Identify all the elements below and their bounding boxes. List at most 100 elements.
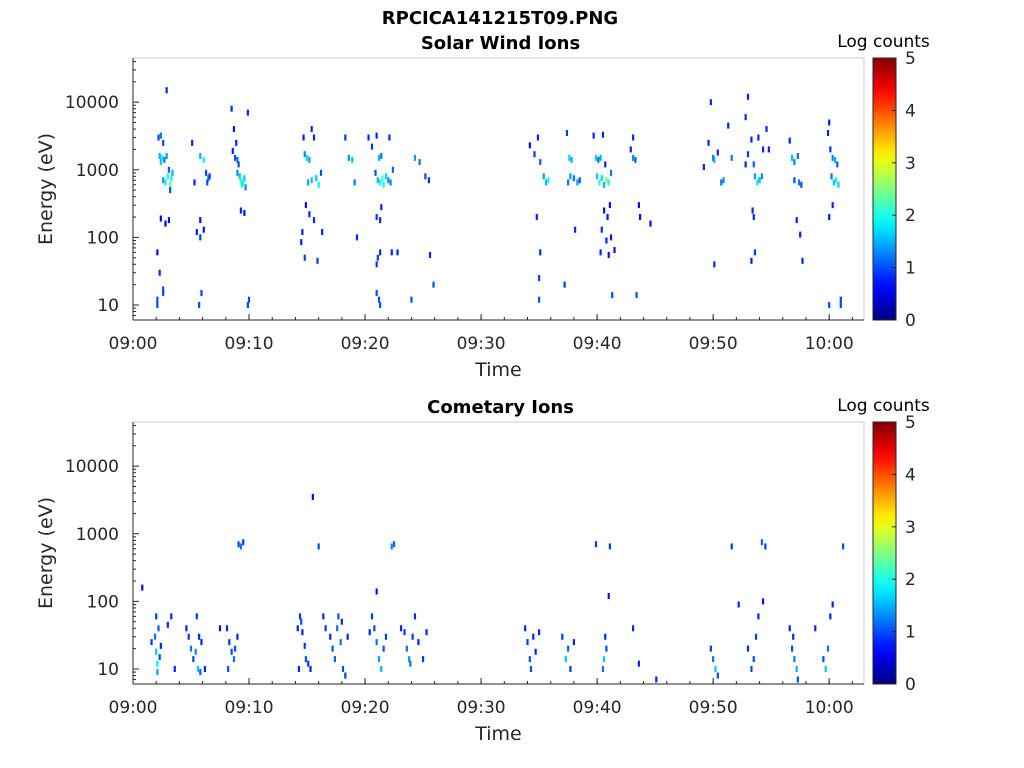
spectrogram-cell bbox=[196, 666, 200, 673]
x-tick-label: 09:40 bbox=[573, 334, 622, 354]
spectrogram-cell bbox=[824, 666, 827, 673]
spectrogram-cell bbox=[826, 129, 830, 136]
spectrogram-cell bbox=[413, 154, 417, 161]
spectrogram-cell bbox=[373, 625, 376, 632]
spectrogram-cell bbox=[611, 292, 614, 299]
spectrogram-cell bbox=[380, 152, 383, 159]
spectrogram-cell bbox=[225, 625, 229, 632]
spectrogram-cell bbox=[761, 146, 765, 153]
colorbar-tick-label: 5 bbox=[905, 413, 916, 433]
spectrogram-cell bbox=[374, 169, 377, 176]
spectrogram-cell bbox=[561, 633, 564, 640]
spectrogram-cell bbox=[382, 645, 385, 652]
colorbar bbox=[872, 57, 897, 321]
spectrogram-cell bbox=[730, 154, 733, 161]
panel-title: Solar Wind Ions bbox=[421, 33, 580, 54]
spectrogram-cell bbox=[544, 179, 548, 186]
spectrogram-cell bbox=[391, 166, 395, 173]
spectrogram-cell bbox=[601, 666, 605, 673]
spectrogram-cell bbox=[310, 126, 313, 133]
spectrogram-cell bbox=[353, 179, 356, 186]
spectrogram-cell bbox=[303, 151, 306, 158]
spectrogram-cell bbox=[830, 173, 833, 180]
x-tick-label: 09:10 bbox=[225, 334, 274, 354]
spectrogram-cell bbox=[756, 179, 759, 186]
spectrogram-cell bbox=[567, 179, 570, 186]
spectrogram-cell bbox=[376, 177, 379, 184]
spectrogram-cell bbox=[797, 179, 801, 186]
spectrogram-cell bbox=[304, 656, 307, 663]
spectrogram-cell bbox=[631, 625, 635, 632]
spectrogram-cell bbox=[199, 217, 202, 224]
spectrogram-cell bbox=[227, 666, 230, 673]
y-tick-label: 10000 bbox=[65, 93, 119, 113]
spectrogram-cell bbox=[339, 639, 342, 646]
spectrogram-cell bbox=[171, 169, 174, 176]
spectrogram-cell bbox=[187, 633, 190, 640]
x-tick-label: 09:30 bbox=[457, 698, 506, 718]
spectrogram-cell bbox=[421, 656, 425, 663]
spectrogram-cell bbox=[234, 645, 237, 652]
spectrogram-cell bbox=[542, 173, 545, 180]
spectrogram-cell bbox=[788, 625, 791, 632]
spectrogram-cell bbox=[239, 207, 243, 214]
spectrogram-cell bbox=[635, 292, 638, 299]
spectrogram-cell bbox=[605, 237, 608, 244]
spectrogram-cell bbox=[600, 226, 603, 233]
spectrogram-cell bbox=[156, 669, 159, 676]
spectrogram-cell bbox=[169, 181, 172, 188]
spectrogram-cell bbox=[528, 142, 531, 149]
spectrogram-cell bbox=[163, 156, 166, 163]
spectrogram-cell bbox=[601, 131, 605, 138]
spectrogram-cell bbox=[800, 181, 803, 188]
spectrogram-cell bbox=[814, 625, 817, 632]
spectrogram-cell bbox=[153, 633, 157, 640]
spectrogram-cell bbox=[239, 543, 243, 550]
spectrogram-cell bbox=[535, 214, 538, 221]
x-tick-label: 10:00 bbox=[805, 698, 854, 718]
colorbar bbox=[872, 421, 897, 685]
spectrogram-cell bbox=[833, 156, 837, 163]
spectrogram-cell bbox=[377, 154, 381, 161]
spectrogram-cell bbox=[716, 149, 719, 156]
spectrogram-cell bbox=[829, 613, 832, 620]
spectrogram-cell bbox=[629, 146, 632, 153]
spectrogram-cell bbox=[578, 177, 581, 184]
spectrogram-cell bbox=[167, 166, 171, 173]
spectrogram-cell bbox=[351, 156, 354, 163]
spectrogram-cell bbox=[576, 179, 579, 186]
plot-area bbox=[133, 422, 864, 684]
spectrogram-cell bbox=[162, 177, 165, 184]
spectrogram-cell bbox=[156, 660, 159, 667]
spectrogram-cell bbox=[329, 633, 332, 640]
spectrogram-cell bbox=[230, 105, 233, 112]
spectrogram-cell bbox=[162, 286, 165, 293]
spectrogram-cell bbox=[375, 261, 378, 268]
spectrogram-cell bbox=[788, 137, 791, 144]
spectrogram-cell bbox=[169, 187, 172, 194]
spectrogram-cell bbox=[310, 177, 313, 184]
spectrogram-cell bbox=[232, 126, 236, 133]
spectrogram-cell bbox=[157, 134, 160, 141]
spectrogram-cell bbox=[713, 261, 716, 268]
spectrogram-cell bbox=[413, 613, 417, 620]
spectrogram-cell bbox=[752, 161, 755, 168]
y-tick-label: 1000 bbox=[76, 161, 119, 181]
spectrogram-cell bbox=[155, 613, 158, 620]
spectrogram-cell bbox=[831, 601, 834, 608]
spectrogram-cell bbox=[538, 275, 541, 282]
spectrogram-cell bbox=[312, 217, 316, 224]
spectrogram-cell bbox=[156, 302, 159, 309]
spectrogram-cell bbox=[760, 539, 763, 546]
spectrogram-cell bbox=[408, 656, 411, 663]
spectrogram-cell bbox=[567, 645, 570, 652]
figure-title: RPCICA141215T09.PNG bbox=[382, 8, 618, 29]
spectrogram-cell bbox=[396, 249, 399, 256]
spectrogram-cell bbox=[311, 493, 314, 500]
spectrogram-cell bbox=[202, 156, 205, 163]
spectrogram-cell bbox=[634, 156, 637, 163]
spectrogram-cell bbox=[432, 281, 435, 288]
spectrogram-cell bbox=[379, 179, 382, 186]
spectrogram-cell bbox=[239, 177, 243, 184]
spectrogram-cell bbox=[712, 154, 715, 161]
